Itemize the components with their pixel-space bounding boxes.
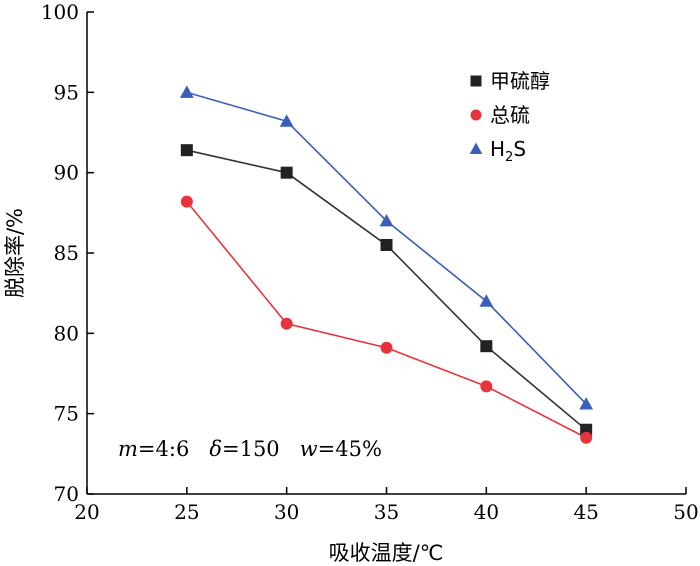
y-axis-title: 脱除率/% [3,208,27,298]
data-point [480,380,493,393]
annotation-m-var: m [118,437,138,461]
legend-marker [470,109,482,121]
data-point [380,341,393,354]
data-point [180,144,193,157]
x-tick-label: 25 [174,500,199,524]
data-point [280,317,293,330]
data-point [180,195,193,208]
data-point [279,114,294,127]
y-tick-label: 75 [54,402,79,426]
data-point [380,238,393,251]
x-axis-title: 吸收温度/℃ [329,541,444,565]
axes [86,12,686,495]
data-point [579,397,594,410]
annotation-delta-val: =150 [222,437,280,461]
data-point [179,85,194,98]
y-tick-label: 90 [54,161,79,185]
series-lines [186,91,587,439]
data-point [280,166,293,179]
y-tick-label: 70 [54,482,79,506]
y-tick-label: 100 [41,0,79,24]
x-ticks: 20 25 30 35 40 45 50 [74,487,699,524]
data-point [379,213,394,227]
x-tick-label: 45 [573,500,598,524]
y-tick-label: 80 [54,321,79,345]
data-point [580,431,593,444]
legend-label: 甲硫醇 [490,69,550,93]
series-line-2 [186,201,587,439]
annotation-w-var: w [300,437,318,461]
data-point [479,294,494,307]
annotation-delta-var: δ [209,437,222,461]
y-ticks: 70 75 80 85 90 95 100 [41,0,94,506]
annotation-m-val: =4:6 [138,437,189,461]
series-markers [179,85,594,444]
x-tick-label: 50 [673,500,698,524]
conditions-annotation: m=4:6 δ=150 w=45% [118,437,382,461]
y-tick-label: 95 [54,80,79,104]
x-tick-label: 35 [374,500,399,524]
legend-marker [470,75,482,87]
x-tick-label: 20 [74,500,99,524]
data-point [480,340,493,353]
x-tick-label: 30 [274,500,299,524]
y-tick-label: 85 [54,241,79,265]
series-line-1 [186,149,587,431]
legend-label: H2S [490,137,526,165]
legend-label: 总硫 [490,103,530,127]
x-tick-label: 40 [474,500,499,524]
annotation-w-val: =45% [318,437,382,461]
legend-marker [469,142,483,155]
